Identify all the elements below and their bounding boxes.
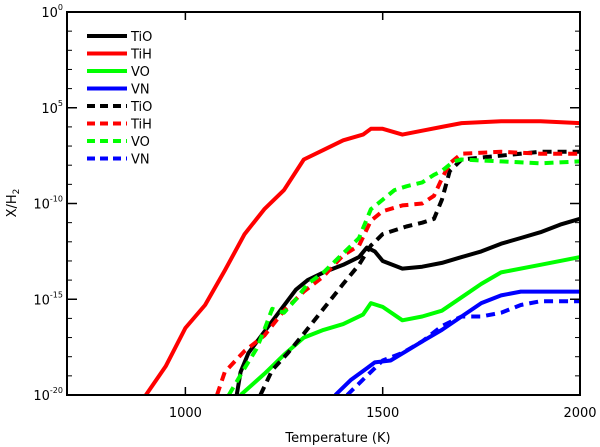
ticks-layer: 1000 1500 2000 100 105 10-10 10-15 10-20 [33,3,596,421]
legend-label: TiO [130,100,152,115]
series-line-7-vn-dashed [345,299,580,395]
series-line-0-tio-solid [234,216,580,395]
x-tick-label: 2000 [563,406,596,421]
series-line-6-vo-dashed [227,157,580,395]
series-line-5-tih-dashed [215,149,580,395]
legend: TiO TiH VO VN TiO TiH VO VN [87,30,152,168]
x-tick-label: 1500 [366,406,399,421]
series-line-3-vn-solid [333,289,580,395]
y-axis-title-main: X/H [5,194,20,217]
x-tick-label: 1000 [169,406,202,421]
series-line-4-tio-dashed [258,149,580,395]
x-axis-title: Temperature (K) [284,431,390,446]
series-line-1-tih-solid [144,119,580,395]
y-axis-title-sub: 2 [12,189,22,195]
y-tick-label: 10-20 [33,386,63,404]
legend-label: TiO [130,30,152,45]
y-tick-label: 10-15 [33,290,63,308]
y-tick-label: 10-10 [33,195,63,213]
legend-label: TiH [130,48,152,63]
series-line-2-vo-solid [239,255,580,395]
legend-label: VN [131,153,150,168]
y-tick-label: 100 [41,3,63,21]
series-layer [144,119,580,395]
y-axis-title: X/H2 [5,189,22,218]
legend-label: TiH [130,118,152,133]
legend-label: VO [131,65,150,80]
y-tick-label: 105 [41,99,63,117]
legend-label: VN [131,83,150,98]
legend-label: VO [131,135,150,150]
